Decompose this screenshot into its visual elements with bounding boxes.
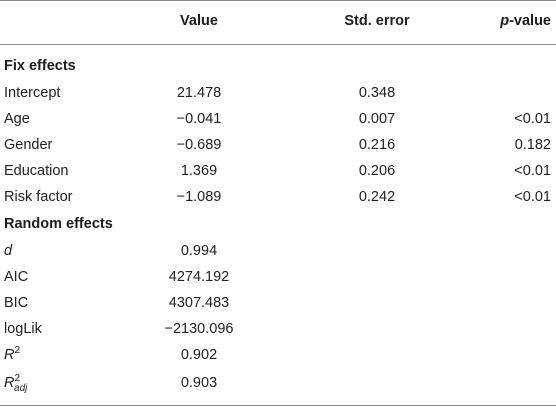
table-row: Risk factor −1.089 0.242 <0.01: [0, 184, 556, 210]
row-p-value: <0.01: [514, 163, 551, 179]
row-label: R2: [4, 342, 20, 368]
row-p-value: 0.182: [514, 137, 551, 153]
row-value: −2130.096: [164, 321, 234, 337]
row-label: BIC: [4, 295, 29, 311]
table-row: R2 0.902: [0, 342, 556, 368]
section-random-effects: Random effects: [0, 211, 556, 237]
row-label: d: [4, 243, 13, 259]
row-label: Risk factor: [4, 189, 73, 205]
header-rule: [0, 44, 556, 45]
row-p-value: <0.01: [514, 111, 551, 127]
row-value: 0.994: [180, 243, 218, 259]
r-adj-subscript: adj: [14, 382, 28, 394]
row-label: Gender: [4, 137, 53, 153]
column-header-p-value: p-value: [500, 8, 551, 34]
r-squared-exponent: 2: [14, 373, 21, 385]
table-row: Intercept 21.478 0.348: [0, 80, 556, 106]
r-squared-exponent: 2: [14, 345, 21, 357]
row-value: −0.689: [176, 137, 222, 153]
row-value: 1.369: [180, 163, 218, 179]
row-label: Intercept: [4, 85, 61, 101]
table-row: Education 1.369 0.206 <0.01: [0, 158, 556, 184]
column-header-value: Value: [180, 13, 218, 29]
table-row: d 0.994: [0, 238, 556, 264]
table-header-row: Value Std. error p-value: [0, 8, 556, 34]
row-label: Age: [4, 111, 30, 127]
table-row: AIC 4274.192: [0, 264, 556, 290]
column-header-std-error: Std. error: [344, 13, 410, 29]
row-value: 4307.483: [168, 295, 230, 311]
row-label: Education: [4, 163, 69, 179]
table-row: R2adj 0.903: [0, 370, 556, 396]
row-value: 0.902: [180, 347, 218, 363]
section-fixed-effects: Fix effects: [0, 53, 556, 79]
row-value: −1.089: [176, 189, 222, 205]
p-italic: p: [500, 13, 510, 29]
table-row: BIC 4307.483: [0, 290, 556, 316]
row-std-error: 0.216: [358, 137, 396, 153]
row-value: 21.478: [176, 85, 222, 101]
table-row: logLik −2130.096: [0, 316, 556, 342]
section-title-fixed: Fix effects: [4, 58, 76, 74]
r-symbol: R: [4, 375, 15, 391]
row-std-error: 0.007: [358, 111, 396, 127]
table-row: Gender −0.689 0.216 0.182: [0, 132, 556, 158]
top-rule: [0, 0, 556, 1]
r-symbol: R: [4, 347, 15, 363]
section-title-random: Random effects: [4, 216, 113, 232]
row-label: R2adj: [4, 370, 27, 396]
row-value: −0.041: [176, 111, 222, 127]
row-label: AIC: [4, 269, 29, 285]
table-row: Age −0.041 0.007 <0.01: [0, 106, 556, 132]
row-value: 4274.192: [168, 269, 230, 285]
row-value: 0.903: [180, 375, 218, 391]
row-std-error: 0.206: [358, 163, 396, 179]
row-std-error: 0.348: [358, 85, 396, 101]
p-value-suffix: -value: [509, 13, 551, 29]
row-label: logLik: [4, 321, 42, 337]
row-std-error: 0.242: [358, 189, 396, 205]
row-p-value: <0.01: [514, 189, 551, 205]
bottom-rule: [0, 405, 556, 406]
